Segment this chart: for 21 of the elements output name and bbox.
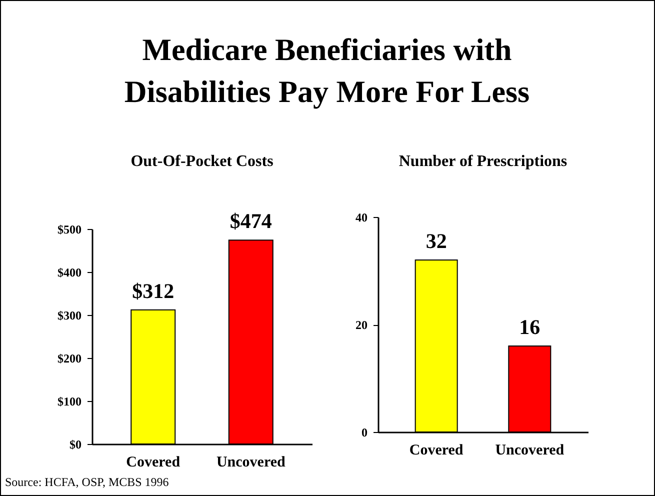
y-tick-label: 0 [362, 426, 368, 440]
y-tick-label: $200 [58, 352, 82, 366]
source-note: Source: HCFA, OSP, MCBS 1996 [5, 475, 169, 490]
x-tick-label: Covered [409, 442, 464, 458]
data-label: 32 [426, 229, 447, 253]
y-tick-label: $500 [58, 222, 82, 236]
x-tick-label: Uncovered [216, 454, 286, 470]
y-tick-label: $100 [58, 394, 82, 408]
x-tick-label: Uncovered [495, 442, 565, 458]
data-label: $312 [132, 278, 174, 303]
y-tick-label: 40 [356, 210, 368, 224]
data-label: $474 [230, 209, 272, 234]
y-tick-label: $400 [58, 266, 82, 280]
y-tick-label: $0 [70, 438, 82, 452]
chart-title: Out-Of-Pocket Costs [130, 153, 274, 170]
x-tick-label: Covered [126, 454, 181, 470]
text: Medicare Beneficiaries with Disabilities Pay More For Less [123, 31, 531, 111]
y-tick-label: 20 [356, 318, 368, 332]
data-label: 16 [519, 315, 540, 339]
y-tick-label: $300 [58, 308, 82, 322]
chart-title: Number of Prescriptions [398, 153, 568, 170]
